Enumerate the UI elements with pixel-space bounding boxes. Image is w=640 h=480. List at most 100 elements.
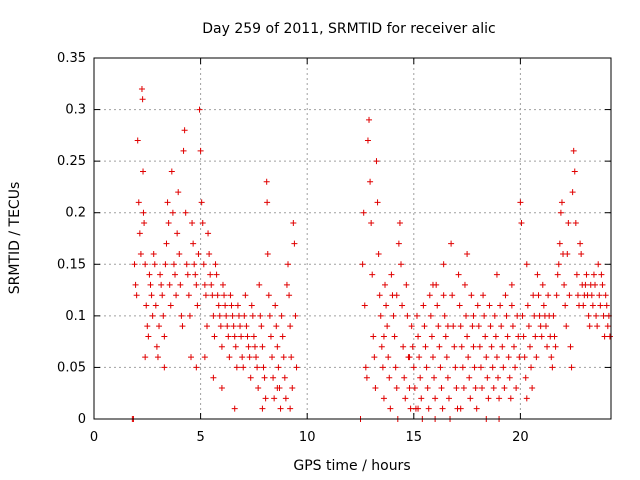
data-point [147,281,154,288]
data-point [473,405,480,412]
data-point [450,323,457,330]
data-point [552,343,559,350]
data-point [408,323,415,330]
data-point [549,364,556,371]
data-point [272,302,279,309]
data-point [492,333,499,340]
data-point [467,395,474,402]
data-point [218,385,225,392]
data-point [485,395,492,402]
data-point [489,364,496,371]
data-point [502,292,509,299]
data-point [518,220,525,227]
data-point [223,312,230,319]
data-point [448,240,455,247]
data-point [267,333,274,340]
data-point [224,323,231,330]
data-point [193,364,200,371]
data-point [449,292,456,299]
data-point [510,343,517,350]
data-point [411,385,418,392]
data-point [455,271,462,278]
data-point [507,395,514,402]
data-point [390,312,397,319]
data-point [484,374,491,381]
data-point [289,385,296,392]
data-point [136,230,143,237]
data-point [375,250,382,257]
data-point [595,261,602,268]
data-point [192,271,199,278]
data-point [205,230,212,237]
data-point [156,323,163,330]
y-tick-label: 0.35 [57,51,86,66]
data-point [174,230,181,237]
data-point [376,292,383,299]
data-point [379,364,386,371]
data-point [183,261,190,268]
data-point [148,292,155,299]
data-point [387,405,394,412]
data-point [431,374,438,381]
data-point [134,137,141,144]
data-point [401,374,408,381]
data-point [491,312,498,319]
data-point [590,271,597,278]
data-point [523,261,530,268]
data-point [198,199,205,206]
data-point [286,292,293,299]
data-point [517,199,524,206]
data-point [377,312,384,319]
data-point [440,261,447,268]
data-point [217,323,224,330]
data-point [571,168,578,175]
data-point [556,240,563,247]
y-tick-label: 0.05 [57,360,86,375]
data-point [370,333,377,340]
data-point [287,323,294,330]
data-point [201,354,208,361]
data-point [208,281,215,288]
data-point [225,333,232,340]
data-point [495,374,502,381]
data-point [406,354,413,361]
data-point [565,220,572,227]
data-point [283,281,290,288]
data-point [592,281,599,288]
data-point [574,292,581,299]
data-point [144,323,151,330]
data-point [253,354,260,361]
data-point [215,302,222,309]
data-point [264,199,271,206]
data-point [207,271,214,278]
data-point [194,302,201,309]
y-axis-label: SRMTID / TECUs [7,182,23,295]
data-point [145,333,152,340]
data-point [181,127,188,134]
data-point [168,168,175,175]
data-point [240,364,247,371]
data-point [228,302,235,309]
data-point [158,281,165,288]
data-point [452,364,459,371]
data-point [550,312,557,319]
data-point [373,158,380,165]
data-point [265,292,272,299]
data-point [216,312,223,319]
data-point [212,261,219,268]
data-point [466,374,473,381]
data-point [410,364,417,371]
data-point [163,240,170,247]
data-point [251,343,258,350]
data-point [426,292,433,299]
data-point [499,343,506,350]
data-point [193,281,200,288]
data-point [160,312,167,319]
x-tick-label: 0 [90,430,98,445]
data-point [600,312,607,319]
data-point [292,312,299,319]
data-point [588,292,595,299]
data-point [290,220,297,227]
data-point [271,395,278,402]
